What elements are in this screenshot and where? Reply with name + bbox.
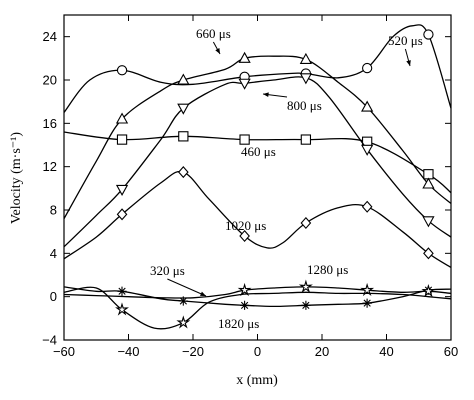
y-tick-label: 8 (50, 203, 57, 218)
x-tick-label: 40 (379, 344, 393, 359)
data-point (300, 134, 312, 145)
y-tick-label: −4 (42, 333, 57, 348)
data-point (238, 78, 251, 90)
series-annotation: 520 μs (388, 33, 423, 48)
x-tick-label: −60 (53, 344, 75, 359)
series-3 (63, 131, 452, 194)
data-point (178, 296, 188, 306)
x-tick-label: 0 (254, 344, 261, 359)
data-point (423, 29, 434, 40)
data-point (421, 284, 436, 298)
data-point (361, 144, 374, 156)
data-point (300, 216, 312, 230)
data-point (360, 282, 375, 297)
arrow-head-icon (263, 92, 269, 97)
data-point (361, 62, 373, 74)
arrow-head-icon (406, 60, 411, 66)
data-point (362, 298, 372, 308)
data-point (239, 134, 250, 145)
annotation-pointer (167, 278, 207, 297)
data-point (117, 286, 127, 296)
data-point (176, 315, 191, 329)
data-point (239, 229, 250, 243)
data-point (177, 73, 190, 85)
series-annotation: 1820 μs (218, 316, 259, 331)
data-point (240, 300, 250, 310)
x-tick-label: −40 (117, 344, 139, 359)
y-tick-label: 0 (50, 289, 57, 304)
y-tick-label: 24 (43, 29, 57, 44)
series-annotation: 320 μs (150, 263, 185, 278)
x-tick-label: 60 (444, 344, 458, 359)
data-point (115, 302, 130, 316)
x-axis-title: x (mm) (236, 373, 278, 388)
data-point (301, 300, 311, 310)
arrow-head-icon (200, 291, 206, 296)
x-tick-label: −20 (182, 344, 204, 359)
data-point (116, 65, 128, 76)
data-point (361, 100, 374, 112)
series-1 (63, 279, 452, 299)
y-axis-title: Velocity (m·s⁻¹) (9, 132, 24, 224)
data-point (177, 103, 190, 115)
data-point (178, 131, 189, 142)
series-annotation: 800 μs (287, 98, 322, 113)
series-annotation: 660 μs (196, 26, 231, 41)
series-2 (63, 286, 452, 330)
data-point (115, 112, 129, 124)
data-point (422, 177, 435, 189)
y-tick-label: 12 (43, 159, 57, 174)
series-6 (63, 73, 452, 248)
y-tick-label: 16 (43, 116, 57, 131)
data-point (299, 73, 313, 85)
y-tick-label: 4 (50, 246, 57, 261)
series-line (63, 286, 452, 299)
data-point (116, 134, 128, 145)
series-5 (63, 51, 452, 220)
series-group (63, 24, 452, 330)
data-point (361, 200, 373, 213)
data-point (116, 208, 128, 221)
annotations: 660 μs 520 μs 800 μs 460 μs 1020 μs 320 μs 128… (150, 26, 423, 331)
data-point (422, 216, 435, 228)
data-point (298, 279, 313, 293)
data-point (238, 51, 251, 63)
data-point (237, 282, 252, 297)
series-annotation: 1280 μs (307, 262, 348, 277)
data-point (423, 247, 434, 260)
x-tick-label: 20 (315, 344, 329, 359)
arrow-head-icon (215, 48, 220, 54)
series-annotation: 460 μs (241, 144, 276, 159)
series-annotation: 1020 μs (225, 218, 266, 233)
series-line (63, 170, 452, 268)
data-point (299, 52, 313, 64)
series-7 (63, 166, 452, 268)
data-point (177, 166, 189, 179)
data-point (115, 184, 129, 196)
y-tick-label: 20 (43, 73, 57, 88)
